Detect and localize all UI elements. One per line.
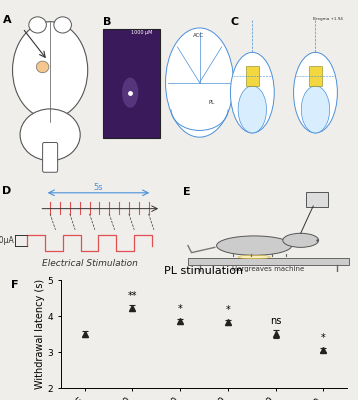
Text: Hargreaves machine: Hargreaves machine <box>232 266 305 272</box>
Ellipse shape <box>20 109 80 161</box>
Ellipse shape <box>294 52 337 133</box>
Text: 5s: 5s <box>94 183 103 192</box>
Ellipse shape <box>54 17 72 33</box>
Ellipse shape <box>231 52 274 133</box>
Ellipse shape <box>238 255 270 259</box>
Text: PL: PL <box>209 100 215 105</box>
Text: **: ** <box>128 290 137 300</box>
Text: A: A <box>3 15 11 25</box>
Ellipse shape <box>283 233 319 247</box>
Text: 20μA: 20μA <box>0 236 14 245</box>
Text: 1000 μM: 1000 μM <box>131 30 152 35</box>
Text: Bregma +1.94: Bregma +1.94 <box>313 17 343 21</box>
Ellipse shape <box>13 22 88 119</box>
Text: Electrical Stimulation: Electrical Stimulation <box>42 260 137 268</box>
FancyBboxPatch shape <box>188 258 349 265</box>
FancyBboxPatch shape <box>103 29 160 138</box>
Text: *: * <box>178 304 183 314</box>
Text: D: D <box>2 186 11 196</box>
Text: ACC: ACC <box>193 33 204 38</box>
Text: B: B <box>103 17 111 27</box>
FancyBboxPatch shape <box>43 142 58 172</box>
FancyBboxPatch shape <box>246 66 259 86</box>
Text: F: F <box>11 280 18 290</box>
Text: C: C <box>231 17 238 27</box>
Y-axis label: Withdrawal latency (s): Withdrawal latency (s) <box>35 279 45 389</box>
Ellipse shape <box>29 17 47 33</box>
Ellipse shape <box>122 78 138 108</box>
Text: *: * <box>226 305 230 315</box>
Ellipse shape <box>37 61 49 73</box>
FancyBboxPatch shape <box>309 66 322 86</box>
Ellipse shape <box>301 86 330 133</box>
Ellipse shape <box>238 86 266 133</box>
Ellipse shape <box>217 236 292 255</box>
Text: E: E <box>183 187 190 197</box>
FancyBboxPatch shape <box>306 192 328 207</box>
Ellipse shape <box>165 28 233 137</box>
Title: PL stimulation: PL stimulation <box>164 266 244 276</box>
Text: ns: ns <box>270 316 281 326</box>
Text: *: * <box>321 333 326 343</box>
